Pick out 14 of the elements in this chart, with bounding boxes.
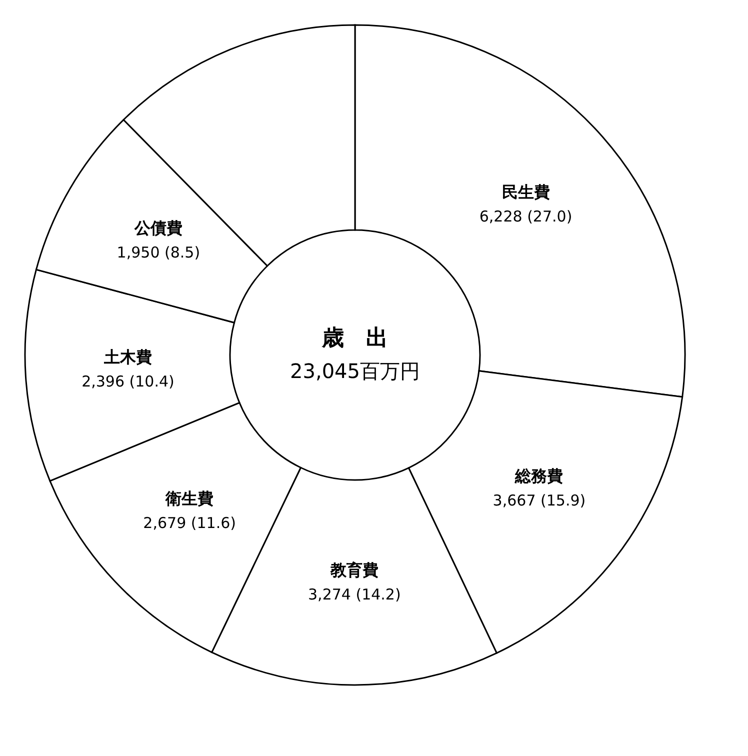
slice-label: 教育費 [329, 560, 378, 580]
text: 23,045百万円 [290, 359, 420, 383]
slice-label: 公債費 [133, 218, 182, 238]
data-label: 3,667 (15.9) [492, 492, 586, 510]
data-label: 3,274 (14.2) [308, 586, 401, 604]
slice-label: 土木費 [102, 348, 152, 367]
data-label: 6,228 (27.0) [479, 208, 572, 226]
slice-label: 衛生費 [164, 489, 214, 508]
slice-label: 民生費 [502, 182, 550, 202]
data-label: 2,396 (10.4) [82, 372, 174, 391]
data-label: 2,679 (11.6) [143, 514, 236, 532]
data-label: 1,950 (8.5) [116, 243, 200, 262]
text: 歳 出 [321, 326, 388, 351]
slice-label: 総務費 [514, 466, 564, 486]
